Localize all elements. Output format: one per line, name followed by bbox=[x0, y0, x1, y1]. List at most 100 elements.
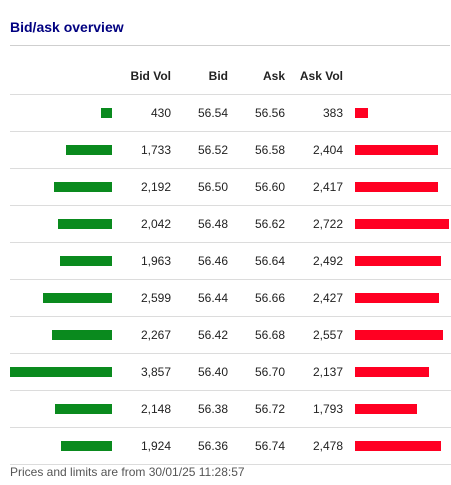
table-row: 2,267 56.42 56.68 2,557 bbox=[10, 316, 451, 354]
ask-volume-bar bbox=[355, 330, 443, 340]
ask-bar-cell bbox=[343, 353, 451, 391]
timestamp-note: Prices and limits are from 30/01/25 11:2… bbox=[10, 465, 245, 479]
bid-price-cell: 56.46 bbox=[171, 242, 228, 280]
bid-vol-cell: 1,733 bbox=[116, 131, 171, 169]
column-header-ask-vol: Ask Vol bbox=[285, 57, 343, 95]
bid-vol-cell: 3,857 bbox=[116, 353, 171, 391]
ask-vol-cell: 2,722 bbox=[285, 205, 343, 243]
table-header-row: Bid Vol Bid Ask Ask Vol bbox=[10, 57, 451, 95]
ask-vol-cell: 2,492 bbox=[285, 242, 343, 280]
bid-vol-cell: 2,599 bbox=[116, 279, 171, 317]
table-row: 2,192 56.50 56.60 2,417 bbox=[10, 168, 451, 206]
bid-price-cell: 56.48 bbox=[171, 205, 228, 243]
table-row: 430 56.54 56.56 383 bbox=[10, 94, 451, 132]
bid-price-cell: 56.44 bbox=[171, 279, 228, 317]
order-book-table: Bid Vol Bid Ask Ask Vol 430 56.54 56.56 383… bbox=[10, 57, 451, 465]
ask-bar-cell bbox=[343, 390, 451, 428]
ask-bar-cell bbox=[343, 279, 451, 317]
ask-bar-cell bbox=[343, 168, 451, 206]
table-row: 2,042 56.48 56.62 2,722 bbox=[10, 205, 451, 243]
bid-volume-bar bbox=[58, 219, 112, 229]
bid-vol-cell: 2,148 bbox=[116, 390, 171, 428]
bid-bar-header bbox=[10, 57, 116, 95]
table-row: 3,857 56.40 56.70 2,137 bbox=[10, 353, 451, 391]
bid-volume-bar bbox=[61, 441, 112, 451]
table-row: 1,924 56.36 56.74 2,478 bbox=[10, 427, 451, 465]
bid-vol-cell: 1,963 bbox=[116, 242, 171, 280]
ask-price-cell: 56.60 bbox=[228, 168, 285, 206]
ask-bar-cell bbox=[343, 131, 451, 169]
ask-bar-cell bbox=[343, 205, 451, 243]
ask-bar-cell bbox=[343, 427, 451, 465]
bid-bar-cell bbox=[10, 316, 116, 354]
bid-price-cell: 56.36 bbox=[171, 427, 228, 465]
ask-volume-bar bbox=[355, 367, 429, 377]
bid-vol-cell: 430 bbox=[116, 94, 171, 132]
bid-bar-cell bbox=[10, 353, 116, 391]
table-row: 1,733 56.52 56.58 2,404 bbox=[10, 131, 451, 169]
ask-vol-cell: 1,793 bbox=[285, 390, 343, 428]
ask-price-cell: 56.64 bbox=[228, 242, 285, 280]
bid-bar-cell bbox=[10, 390, 116, 428]
ask-bar-cell bbox=[343, 242, 451, 280]
bid-price-cell: 56.42 bbox=[171, 316, 228, 354]
bid-bar-cell bbox=[10, 94, 116, 132]
bid-vol-cell: 2,042 bbox=[116, 205, 171, 243]
ask-vol-cell: 2,427 bbox=[285, 279, 343, 317]
ask-price-cell: 56.58 bbox=[228, 131, 285, 169]
order-book-body: 430 56.54 56.56 383 1,733 56.52 56.58 2,404 2,19… bbox=[10, 94, 451, 465]
column-header-bid-vol: Bid Vol bbox=[116, 57, 171, 95]
ask-vol-cell: 383 bbox=[285, 94, 343, 132]
ask-price-cell: 56.68 bbox=[228, 316, 285, 354]
ask-price-cell: 56.70 bbox=[228, 353, 285, 391]
ask-vol-cell: 2,478 bbox=[285, 427, 343, 465]
bid-bar-cell bbox=[10, 279, 116, 317]
bid-volume-bar bbox=[43, 293, 112, 303]
column-header-bid: Bid bbox=[171, 57, 228, 95]
bid-price-cell: 56.50 bbox=[171, 168, 228, 206]
ask-price-cell: 56.66 bbox=[228, 279, 285, 317]
ask-price-cell: 56.72 bbox=[228, 390, 285, 428]
bid-vol-cell: 2,267 bbox=[116, 316, 171, 354]
ask-price-cell: 56.74 bbox=[228, 427, 285, 465]
ask-price-cell: 56.56 bbox=[228, 94, 285, 132]
bid-vol-cell: 2,192 bbox=[116, 168, 171, 206]
bid-price-cell: 56.38 bbox=[171, 390, 228, 428]
ask-vol-cell: 2,404 bbox=[285, 131, 343, 169]
table-row: 2,599 56.44 56.66 2,427 bbox=[10, 279, 451, 317]
ask-bar-cell bbox=[343, 94, 451, 132]
bid-bar-cell bbox=[10, 427, 116, 465]
bid-volume-bar bbox=[52, 330, 112, 340]
ask-vol-cell: 2,417 bbox=[285, 168, 343, 206]
ask-vol-cell: 2,557 bbox=[285, 316, 343, 354]
ask-volume-bar bbox=[355, 256, 441, 266]
title-divider bbox=[10, 45, 450, 46]
ask-price-cell: 56.62 bbox=[228, 205, 285, 243]
column-header-ask: Ask bbox=[228, 57, 285, 95]
table-row: 1,963 56.46 56.64 2,492 bbox=[10, 242, 451, 280]
ask-bar-cell bbox=[343, 316, 451, 354]
ask-volume-bar bbox=[355, 293, 439, 303]
ask-volume-bar bbox=[355, 404, 417, 414]
table-row: 2,148 56.38 56.72 1,793 bbox=[10, 390, 451, 428]
bid-bar-cell bbox=[10, 242, 116, 280]
bid-price-cell: 56.52 bbox=[171, 131, 228, 169]
ask-volume-bar bbox=[355, 182, 438, 192]
ask-volume-bar bbox=[355, 108, 368, 118]
bid-volume-bar bbox=[60, 256, 112, 266]
ask-bar-header bbox=[343, 57, 451, 95]
ask-volume-bar bbox=[355, 219, 449, 229]
bid-price-cell: 56.54 bbox=[171, 94, 228, 132]
bid-bar-cell bbox=[10, 131, 116, 169]
ask-volume-bar bbox=[355, 441, 441, 451]
ask-vol-cell: 2,137 bbox=[285, 353, 343, 391]
bid-bar-cell bbox=[10, 205, 116, 243]
bid-volume-bar bbox=[10, 367, 112, 377]
bid-price-cell: 56.40 bbox=[171, 353, 228, 391]
panel-title: Bid/ask overview bbox=[10, 19, 124, 35]
bid-volume-bar bbox=[101, 108, 112, 118]
bid-vol-cell: 1,924 bbox=[116, 427, 171, 465]
bid-bar-cell bbox=[10, 168, 116, 206]
bid-volume-bar bbox=[54, 182, 112, 192]
bid-volume-bar bbox=[55, 404, 112, 414]
